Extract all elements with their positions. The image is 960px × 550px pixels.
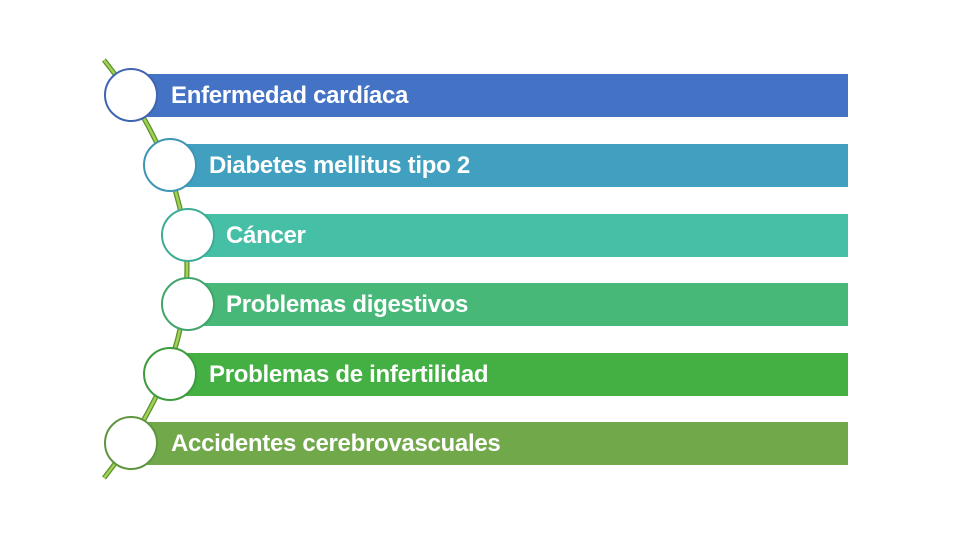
- list-item-accidentes-cerebrovasculares: Accidentes cerebrovascuales: [131, 422, 848, 465]
- item-label: Accidentes cerebrovascuales: [171, 429, 501, 457]
- circle-node-icon: [104, 68, 158, 122]
- list-item-cancer: Cáncer: [188, 214, 848, 257]
- list-item-enfermedad-cardiaca: Enfermedad cardíaca: [131, 74, 848, 117]
- circle-node-icon: [161, 277, 215, 331]
- item-label: Enfermedad cardíaca: [171, 81, 409, 109]
- circle-node-icon: [143, 138, 197, 192]
- circle-node-icon: [104, 416, 158, 470]
- list-item-problemas-digestivos: Problemas digestivos: [188, 283, 848, 326]
- circle-node-icon: [143, 347, 197, 401]
- list-item-problemas-infertilidad: Problemas de infertilidad: [170, 353, 848, 396]
- item-label: Cáncer: [226, 221, 306, 249]
- circle-node-icon: [161, 208, 215, 262]
- item-label: Problemas digestivos: [226, 290, 469, 318]
- list-item-diabetes: Diabetes mellitus tipo 2: [170, 144, 848, 187]
- item-label: Diabetes mellitus tipo 2: [209, 151, 470, 179]
- item-label: Problemas de infertilidad: [209, 360, 489, 388]
